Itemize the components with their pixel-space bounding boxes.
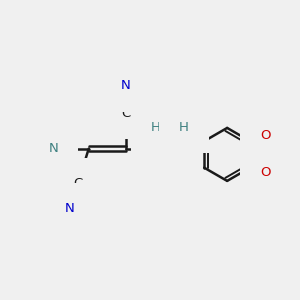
- Text: H: H: [30, 132, 40, 145]
- Text: O: O: [260, 167, 271, 179]
- Text: C: C: [73, 177, 83, 190]
- Text: N: N: [49, 142, 58, 155]
- Text: N: N: [121, 79, 131, 92]
- Text: H: H: [151, 121, 161, 134]
- Text: H: H: [179, 121, 189, 134]
- Text: O: O: [260, 129, 271, 142]
- Text: N: N: [151, 142, 161, 155]
- Text: C: C: [121, 107, 130, 120]
- Text: H: H: [30, 152, 40, 165]
- Text: N: N: [65, 202, 75, 215]
